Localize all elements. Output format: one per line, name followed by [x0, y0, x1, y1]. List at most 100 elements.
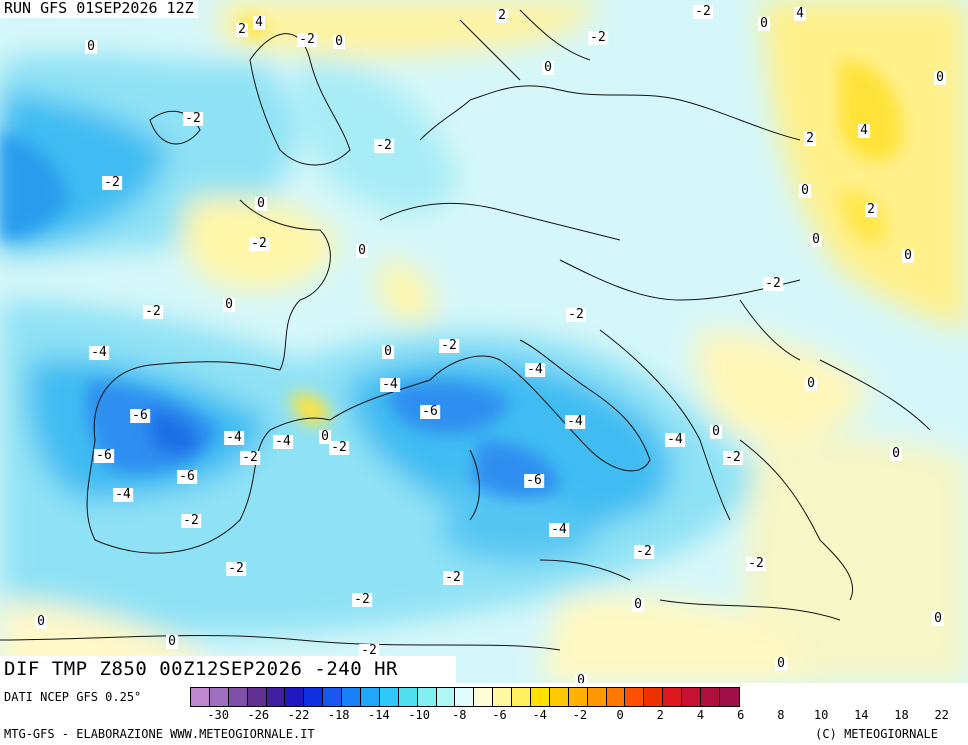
- legend-swatch: [549, 688, 569, 706]
- contour-label: 0: [805, 376, 817, 391]
- legend-swatch: [531, 688, 550, 706]
- contour-label: 2: [804, 131, 816, 146]
- legend-swatch: [682, 688, 702, 706]
- contour-label: 0: [799, 183, 811, 198]
- color-legend-bar: [190, 687, 740, 707]
- contour-label: 0: [35, 614, 47, 629]
- legend-tick-label: -26: [247, 708, 270, 722]
- contour-label: -4: [224, 430, 244, 445]
- legend-swatch: [417, 688, 437, 706]
- contour-label: 0: [932, 611, 944, 626]
- legend-swatch: [361, 688, 380, 706]
- legend-swatch: [266, 688, 286, 706]
- contour-label: -6: [94, 448, 114, 463]
- contour-label: 0: [575, 673, 587, 688]
- contour-label: -2: [634, 544, 654, 559]
- contour-label: -2: [297, 32, 317, 47]
- contour-label: 0: [902, 248, 914, 263]
- legend-swatch: [719, 688, 739, 706]
- contour-label: -4: [525, 362, 545, 377]
- contour-label: -2: [183, 111, 203, 126]
- legend-tick-label: 18: [894, 708, 909, 722]
- legend-tick-label: 10: [813, 708, 829, 722]
- run-title: RUN GFS 01SEP2026 12Z: [0, 0, 198, 18]
- contour-label: 2: [865, 202, 877, 217]
- contour-label: 0: [85, 39, 97, 54]
- legend-tick-label: 2: [656, 708, 664, 722]
- contour-label: 0: [934, 70, 946, 85]
- legend-tick-label: 6: [737, 708, 745, 722]
- legend-tick-label: -14: [368, 708, 390, 722]
- credit-left: MTG-GFS - ELABORAZIONE WWW.METEOGIORNALE…: [4, 727, 315, 741]
- contour-label: -2: [588, 30, 608, 45]
- legend-swatch: [228, 688, 248, 706]
- contour-label: 2: [236, 22, 248, 37]
- legend-tick-label: -22: [287, 708, 310, 722]
- legend-tick-label: 8: [777, 708, 785, 722]
- contour-label: 4: [253, 15, 265, 30]
- legend-swatch: [304, 688, 324, 706]
- contour-label: -2: [249, 236, 269, 251]
- legend-swatch: [379, 688, 399, 706]
- temperature-anomaly-map: [0, 0, 968, 683]
- contour-label: 0: [166, 634, 178, 649]
- credit-right: (C) METEOGIORNALE: [815, 727, 938, 741]
- contour-label: -2: [439, 338, 459, 353]
- contour-label: -2: [723, 450, 743, 465]
- contour-label: 0: [758, 16, 770, 31]
- contour-label: 4: [794, 6, 806, 21]
- legend-swatch: [663, 688, 683, 706]
- legend-tick-label: -18: [327, 708, 350, 722]
- contour-label: -6: [130, 408, 150, 423]
- contour-label: -4: [89, 345, 109, 360]
- contour-label: -2: [352, 592, 372, 607]
- contour-label: 0: [775, 656, 787, 671]
- legend-swatch: [606, 688, 626, 706]
- contour-label: 0: [632, 597, 644, 612]
- legend-tick-label: -8: [452, 708, 467, 722]
- contour-label: -4: [273, 434, 293, 449]
- contour-label: -6: [177, 469, 197, 484]
- legend-swatch: [247, 688, 267, 706]
- contour-label: 0: [382, 344, 394, 359]
- data-source-label: DATI NCEP GFS 0.25°: [4, 690, 142, 704]
- legend-swatch: [587, 688, 607, 706]
- legend-tick-label: -4: [532, 708, 547, 722]
- legend-swatch: [701, 688, 720, 706]
- contour-label: -2: [443, 570, 463, 585]
- contour-label: -2: [181, 513, 201, 528]
- contour-label: 0: [356, 243, 368, 258]
- contour-label: -2: [240, 450, 260, 465]
- contour-label: 0: [810, 232, 822, 247]
- contour-label: 2: [496, 8, 508, 23]
- legend-swatch: [474, 688, 494, 706]
- legend-swatch: [285, 688, 305, 706]
- contour-label: 0: [890, 446, 902, 461]
- contour-label: -2: [143, 304, 163, 319]
- contour-label: -6: [420, 404, 440, 419]
- contour-label: -2: [329, 440, 349, 455]
- contour-label: -2: [693, 4, 713, 19]
- legend-swatch: [398, 688, 418, 706]
- legend-tick-label: -6: [492, 708, 507, 722]
- contour-label: -4: [380, 377, 400, 392]
- contour-label: -2: [374, 138, 394, 153]
- legend-swatch: [191, 688, 210, 706]
- legend-tick-label: 22: [934, 708, 949, 722]
- contour-label: -2: [359, 643, 379, 658]
- legend-swatch: [436, 688, 456, 706]
- legend-swatch: [493, 688, 513, 706]
- contour-label: -2: [226, 561, 246, 576]
- contour-label: 0: [255, 196, 267, 211]
- contour-label: 0: [710, 424, 722, 439]
- contour-label: -4: [113, 487, 133, 502]
- contour-label: -4: [665, 432, 685, 447]
- legend-swatch: [455, 688, 475, 706]
- legend-swatch: [644, 688, 664, 706]
- legend-tick-label: 14: [854, 708, 869, 722]
- legend-tick-label: -10: [408, 708, 430, 722]
- legend-swatch: [512, 688, 532, 706]
- contour-label: -6: [524, 473, 544, 488]
- contour-label: 0: [223, 297, 235, 312]
